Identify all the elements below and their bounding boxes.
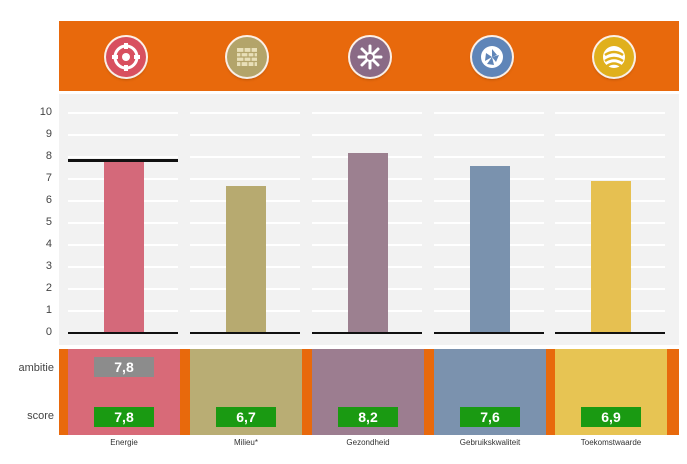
gridline [312,134,422,136]
x-axis-baseline [312,332,422,334]
gridline [555,156,665,158]
future-value-icon [594,37,634,77]
bar-energie [104,161,144,333]
wall-bricks-icon [227,37,267,77]
gridline [68,156,178,158]
y-tick-label: 6 [45,194,52,206]
bar-milieu [226,185,266,333]
y-tick-label: 3 [45,260,52,272]
score-value: 8,2 [338,407,398,427]
gridline [190,112,300,114]
category-label: Milieu* [233,438,258,447]
gridline [434,112,544,114]
gridline [312,112,422,114]
category-label: Gebruikskwaliteit [459,438,521,447]
x-axis-baseline [555,332,665,334]
gridline [434,134,544,136]
y-tick-label: 0 [45,326,52,338]
ambition-row-label: ambitie [18,362,54,374]
score-value: 7,6 [460,407,520,427]
gridline [434,156,544,158]
gridline [555,112,665,114]
score-value: 7,8 [94,407,154,427]
y-tick-label: 10 [39,106,52,118]
y-tick-label: 5 [45,216,52,228]
x-axis-baseline [68,332,178,334]
y-tick-label: 4 [45,238,52,250]
health-icon [350,37,390,77]
gridline [190,178,300,180]
aperture-icon [472,37,512,77]
ambition-value: 7,8 [94,357,154,377]
y-tick-label: 8 [45,150,52,162]
y-tick-label: 2 [45,282,52,294]
x-axis-baseline [434,332,544,334]
bar-gebruikskwaliteit [470,165,510,333]
category-label: Toekomstwaarde [580,438,642,447]
gridline [555,134,665,136]
x-axis-baseline [190,332,300,334]
energy-icon [106,37,146,77]
gridline [190,156,300,158]
category-label: Energie [110,438,138,447]
category-label: Gezondheid [346,438,390,447]
gridline [555,178,665,180]
ambition-marker [68,159,178,163]
bar-gezondheid [348,152,388,333]
score-value: 6,9 [581,407,641,427]
y-tick-label: 7 [45,172,52,184]
gridline [68,112,178,114]
gridline [68,134,178,136]
score-row-label: score [27,410,54,422]
score-value: 6,7 [216,407,276,427]
gridline [190,134,300,136]
y-tick-label: 1 [45,304,52,316]
bar-toekomstwaarde [591,181,631,333]
y-tick-label: 9 [45,128,52,140]
